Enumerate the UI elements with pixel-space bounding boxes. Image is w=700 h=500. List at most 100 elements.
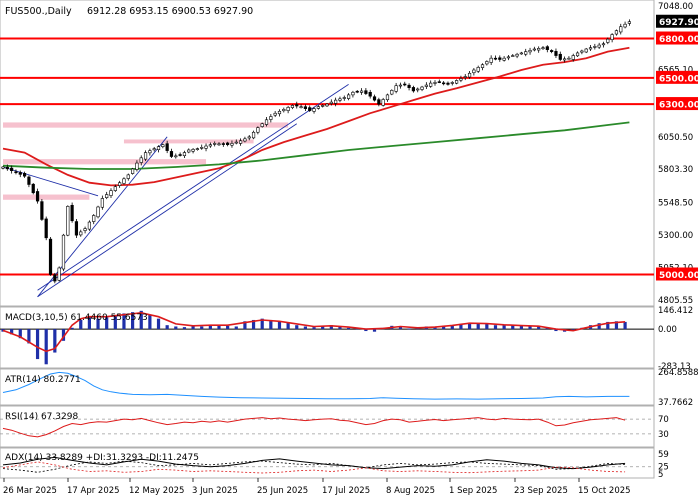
atr-panel-frame [0, 368, 655, 406]
macd-bar [79, 319, 83, 330]
macd-bar [208, 324, 212, 330]
minus-di-line [2, 461, 626, 474]
macd-bar [511, 325, 515, 330]
candle-body [502, 57, 506, 61]
candle-body [623, 23, 627, 28]
candle-body [619, 26, 623, 33]
macd-bar [554, 329, 558, 332]
candle-body [334, 99, 338, 104]
adx-tick-2: 5 [658, 470, 663, 480]
candle-body [416, 88, 420, 91]
candle-body [545, 46, 549, 50]
macd-bar [433, 327, 437, 330]
candle-body [584, 48, 588, 53]
macd-bar [485, 323, 489, 330]
x-axis-label-8: 23 Sep 2025 [514, 486, 568, 496]
candle-body [256, 127, 260, 133]
candle-body [476, 67, 480, 72]
adx-tick-0: 59 [658, 450, 669, 460]
adx-panel [0, 456, 654, 474]
candle-body [390, 90, 394, 95]
macd-bar [364, 329, 368, 332]
candle-body [96, 206, 100, 218]
candle-body [143, 152, 148, 160]
candle-body [74, 221, 79, 236]
candle-body [139, 157, 143, 163]
candle-body [131, 168, 135, 174]
candle-body [550, 50, 554, 52]
candle-body [264, 119, 269, 125]
trendline-3 [2, 166, 99, 197]
candle-body [135, 162, 139, 170]
x-axis-label-7: 1 Sep 2025 [449, 486, 497, 496]
candle-body [424, 84, 428, 87]
candle-body [480, 64, 485, 68]
price-panel-frame [0, 0, 655, 307]
macd-bar [174, 326, 178, 330]
candle-body [217, 143, 221, 146]
macd-bar [243, 321, 247, 330]
candle-body [454, 80, 459, 84]
candle-body [79, 231, 83, 236]
rsi-tick-0: 70 [658, 415, 669, 425]
trendline-1 [37, 123, 298, 298]
macd-bar [303, 326, 307, 330]
candle-body [18, 172, 22, 175]
level-label-3: 5000.00 [659, 271, 700, 281]
candle-body [597, 44, 601, 48]
candle-body [208, 144, 212, 147]
macd-bar [321, 325, 325, 330]
macd-bar [347, 327, 351, 330]
macd-bar [217, 325, 221, 330]
candle-body [377, 99, 381, 105]
candle-body [299, 106, 303, 108]
candle-body [100, 198, 104, 208]
candle-body [122, 178, 126, 184]
candle-body [372, 96, 377, 101]
candle-body [161, 144, 165, 147]
macd-bar [597, 323, 601, 330]
x-axis-label-5: 17 Jul 2025 [322, 486, 370, 496]
candle-body [27, 176, 31, 185]
rsi-panel-frame [0, 405, 655, 448]
candle-body [316, 106, 320, 109]
adx-title: ADX(14) 33.8289 +DI:31.3293 -DI:11.2475 [5, 453, 199, 463]
candle-body [152, 148, 156, 151]
macd-bar [70, 327, 74, 330]
candle-body [403, 83, 407, 86]
plus-di-line [2, 460, 626, 473]
x-axis-label-9: 15 Oct 2025 [578, 486, 631, 496]
atr-title: ATR(14) 80.2771 [5, 375, 81, 385]
rsi-tick-1: 30 [658, 430, 669, 440]
macd-bar [139, 310, 143, 330]
pink-zone-0 [3, 122, 289, 128]
macd-bar [372, 329, 377, 332]
candle-body [493, 57, 498, 60]
candle-body [105, 194, 109, 198]
candle-body [346, 94, 351, 99]
rsi-line [2, 417, 626, 438]
x-axis-label-6: 8 Aug 2025 [386, 486, 435, 496]
candle-body [277, 110, 282, 115]
macd-bar [113, 316, 117, 330]
macd-bar [35, 329, 40, 360]
candle-body [394, 85, 398, 92]
level-label-2: 6300.00 [659, 101, 700, 111]
candle-body [169, 151, 174, 157]
candle-body [312, 108, 316, 112]
candle-body [537, 48, 541, 51]
candle-body [213, 143, 217, 145]
candle-body [385, 94, 390, 101]
candle-body [273, 112, 277, 116]
candle-body [109, 190, 113, 196]
macd-panel [0, 310, 654, 365]
macd-bar [614, 321, 619, 330]
candle-body [575, 52, 580, 57]
candle-body [61, 234, 66, 270]
candle-body [200, 147, 204, 149]
candle-body [558, 53, 562, 60]
macd-bar [191, 325, 195, 330]
candle-body [532, 48, 536, 51]
price-tick-7: 5300.00 [658, 231, 693, 241]
macd-tick-top: 146.412 [658, 306, 693, 316]
